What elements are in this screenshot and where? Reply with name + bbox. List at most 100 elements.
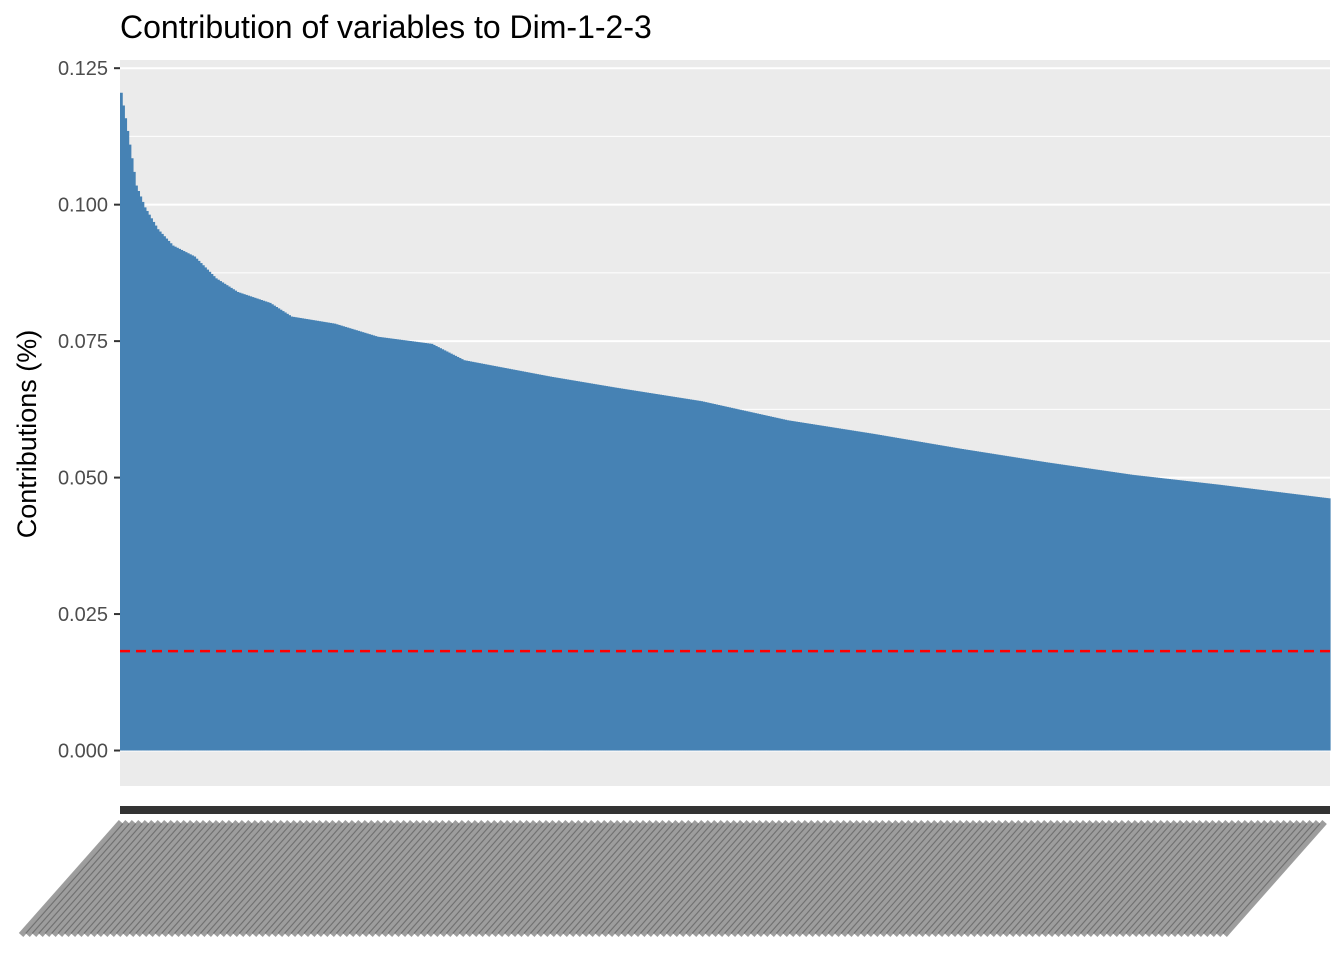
x-tick-label xyxy=(821,820,926,937)
x-tick-label xyxy=(782,820,887,937)
bar xyxy=(208,271,212,751)
x-tick-label xyxy=(478,820,583,937)
bar xyxy=(471,361,475,751)
bar xyxy=(363,332,367,751)
bar xyxy=(1196,482,1200,751)
x-tick-label xyxy=(995,820,1101,937)
bar xyxy=(961,449,964,751)
bar xyxy=(1276,491,1279,751)
bar xyxy=(924,442,928,751)
bar xyxy=(1159,478,1163,751)
bar xyxy=(1263,490,1266,751)
bar xyxy=(171,245,175,751)
bar xyxy=(1021,458,1025,751)
bar xyxy=(721,405,725,751)
bar xyxy=(1002,455,1005,751)
bar xyxy=(1183,480,1187,751)
bar xyxy=(659,394,662,751)
x-tick-label xyxy=(1131,820,1237,937)
bar xyxy=(1053,463,1057,751)
x-tick-label xyxy=(290,820,396,937)
x-tick-label xyxy=(1002,820,1107,937)
x-tick-label xyxy=(627,820,732,937)
x-tick-label xyxy=(329,820,434,937)
x-tick-label xyxy=(96,820,201,937)
bar xyxy=(575,380,578,751)
x-tick-label xyxy=(1177,820,1282,937)
bar xyxy=(516,370,520,751)
bar xyxy=(866,432,870,751)
bar xyxy=(145,211,149,751)
bar xyxy=(967,450,971,751)
bar xyxy=(1207,483,1210,751)
bar xyxy=(1030,459,1033,751)
bar xyxy=(307,319,311,751)
bar xyxy=(678,397,682,751)
bar xyxy=(1129,474,1133,751)
bar xyxy=(820,425,824,751)
bar xyxy=(180,249,184,751)
bar xyxy=(193,256,197,751)
bar xyxy=(842,429,846,751)
bar xyxy=(158,231,162,751)
bar xyxy=(956,448,960,751)
bar xyxy=(818,425,822,751)
bar xyxy=(1308,495,1312,751)
bar xyxy=(971,450,975,751)
bar xyxy=(777,418,781,751)
x-tick-label xyxy=(465,820,570,937)
bar xyxy=(963,449,967,751)
bar xyxy=(1312,496,1316,751)
bar xyxy=(1323,497,1327,751)
bar xyxy=(650,393,654,751)
bars xyxy=(120,92,1331,751)
bar xyxy=(984,452,988,751)
bar xyxy=(877,434,880,751)
bar xyxy=(173,246,177,751)
bar xyxy=(937,444,941,751)
bar xyxy=(792,421,796,751)
y-tick-label: 0.025 xyxy=(58,604,108,626)
bar xyxy=(527,372,531,751)
bar xyxy=(327,322,330,751)
x-tick-label xyxy=(161,820,266,937)
bar xyxy=(840,428,844,751)
bar xyxy=(620,388,624,751)
x-tick-label xyxy=(361,820,467,937)
x-tick-label xyxy=(51,820,156,937)
bar xyxy=(184,252,188,751)
x-tick-label xyxy=(847,820,952,937)
bar xyxy=(352,329,356,751)
bar xyxy=(786,420,790,751)
bar xyxy=(417,342,421,751)
bar xyxy=(661,395,665,751)
bar xyxy=(618,388,621,751)
x-tick-label xyxy=(898,820,1004,937)
bar xyxy=(780,418,783,751)
bar xyxy=(1114,472,1118,751)
x-tick-label xyxy=(258,820,363,937)
x-tick-label xyxy=(374,820,480,937)
bar xyxy=(700,401,703,751)
bar xyxy=(1023,458,1027,751)
x-tick-label xyxy=(1144,820,1250,937)
bar xyxy=(210,273,214,751)
x-tick-label xyxy=(251,820,357,937)
x-tick-label xyxy=(1222,820,1327,937)
x-tick-band xyxy=(120,806,1330,814)
bar xyxy=(1099,470,1102,751)
x-tick-label xyxy=(368,820,473,937)
bar xyxy=(540,374,544,751)
bar xyxy=(741,410,744,751)
bar xyxy=(831,427,835,751)
bar xyxy=(1278,492,1281,751)
bar xyxy=(355,330,358,751)
bar xyxy=(245,294,248,751)
y-tick-label: 0.100 xyxy=(58,195,108,217)
bar xyxy=(1267,490,1271,751)
bar xyxy=(1241,487,1245,751)
bar xyxy=(1066,465,1070,751)
x-tick-label xyxy=(491,820,596,937)
x-tick-label xyxy=(452,820,557,937)
bar xyxy=(853,430,857,751)
